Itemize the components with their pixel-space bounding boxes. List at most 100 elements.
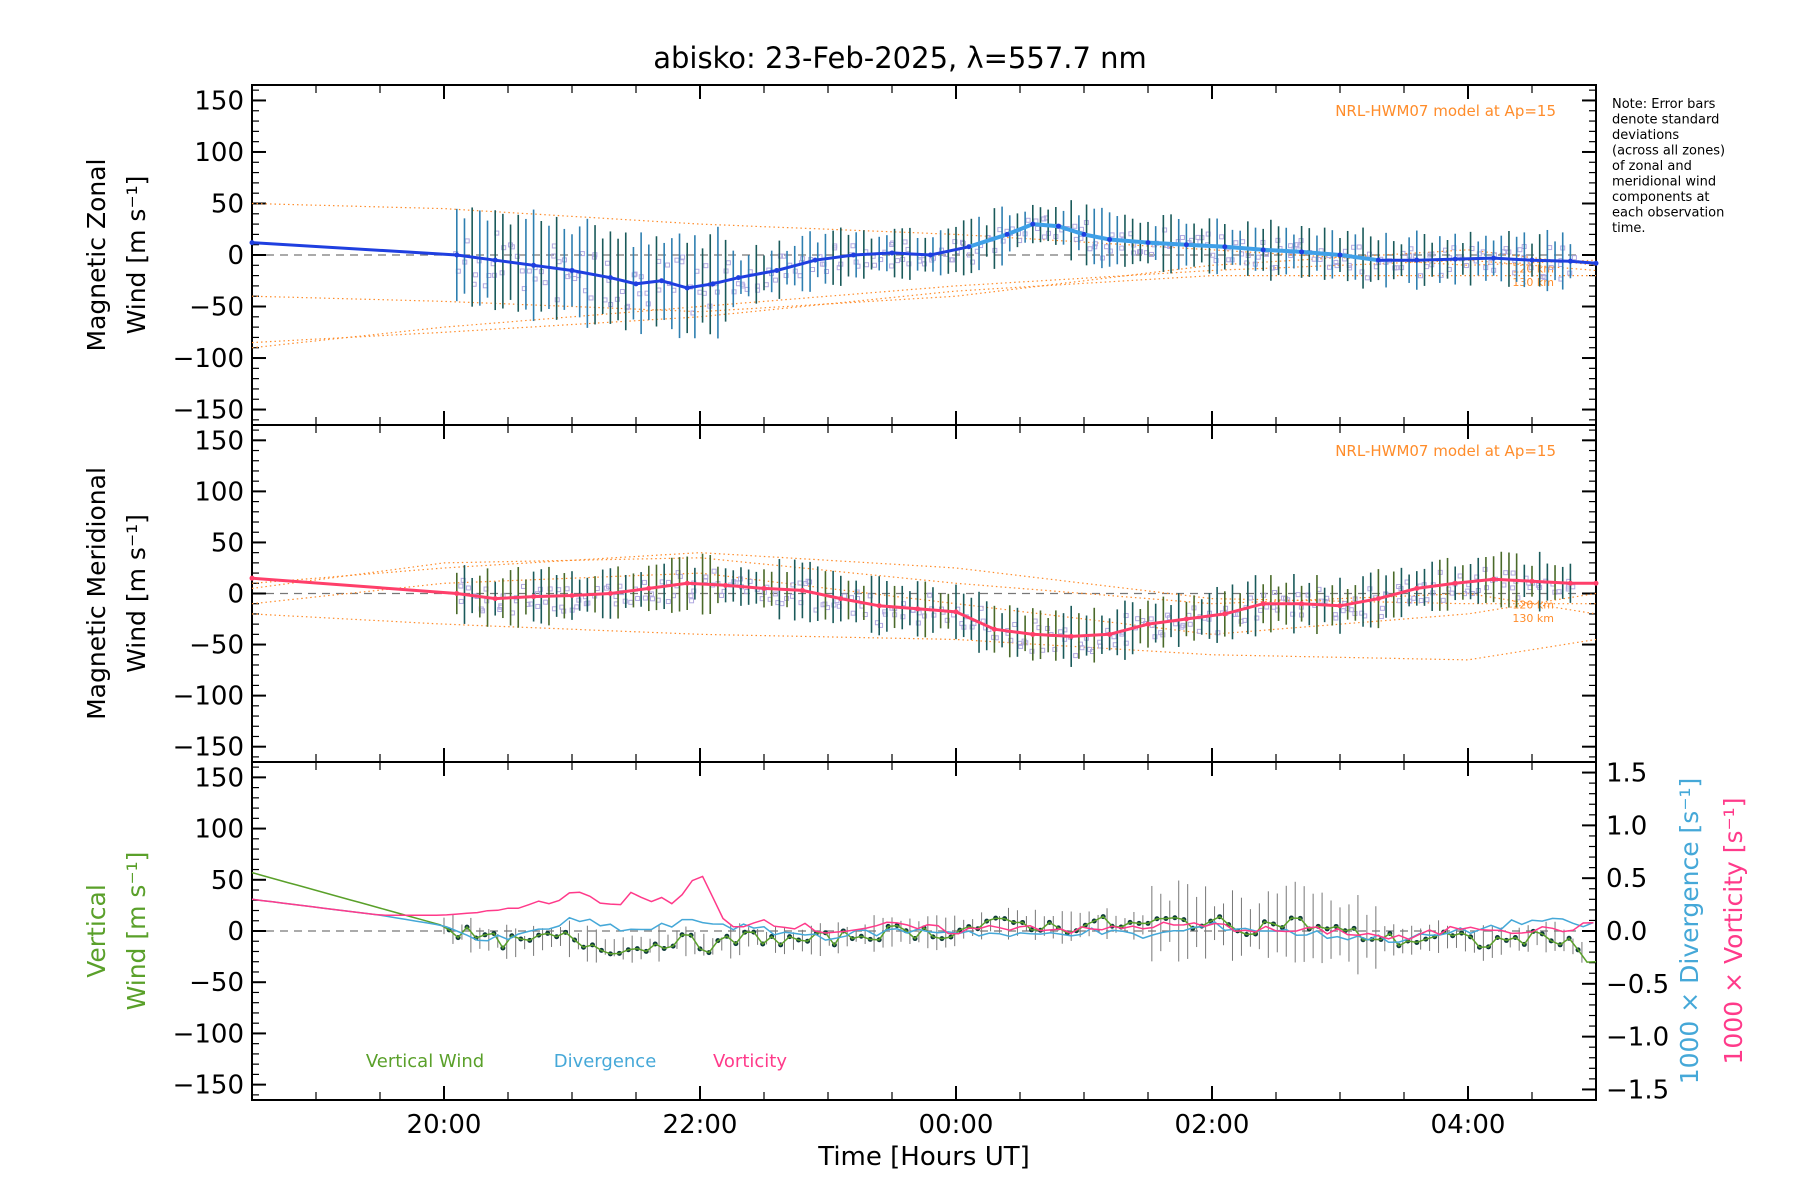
wind-point bbox=[1337, 603, 1343, 609]
y-tick-label: 50 bbox=[211, 866, 244, 896]
wind-point bbox=[1183, 616, 1189, 622]
sample-point bbox=[594, 586, 600, 592]
sample-point bbox=[1233, 240, 1239, 246]
wind-point bbox=[684, 580, 690, 586]
sample-point bbox=[772, 591, 778, 597]
sample-point bbox=[1510, 585, 1516, 591]
wind-point bbox=[454, 252, 460, 258]
sample-point bbox=[1446, 586, 1452, 592]
x-axis-label: Time [Hours UT] bbox=[817, 1142, 1030, 1172]
sample-point bbox=[810, 267, 816, 273]
sample-point bbox=[559, 604, 565, 610]
sample-point bbox=[1119, 232, 1125, 238]
sample-point bbox=[1032, 618, 1038, 624]
sample-point bbox=[1457, 573, 1463, 579]
chart-title: abisko: 23-Feb-2025, λ=557.7 nm bbox=[653, 41, 1147, 75]
sample-point bbox=[542, 280, 548, 286]
sample-point bbox=[1517, 247, 1523, 253]
sample-point bbox=[1173, 621, 1179, 627]
sample-point bbox=[1332, 612, 1338, 618]
model-curve bbox=[251, 613, 1597, 661]
wind-point bbox=[1081, 231, 1087, 237]
y2-axis-label-line: 1000 × Vorticity [s⁻¹] bbox=[1719, 798, 1748, 1065]
wind-point bbox=[1491, 255, 1497, 261]
y-tick-label: 50 bbox=[211, 528, 244, 558]
sample-point bbox=[991, 634, 997, 640]
wind-point bbox=[799, 587, 805, 593]
sample-point bbox=[688, 593, 694, 599]
sample-point bbox=[602, 297, 608, 303]
sample-point bbox=[526, 268, 532, 274]
meridional-wind-line bbox=[251, 576, 1596, 638]
y-tick-label: −100 bbox=[173, 682, 244, 712]
wind-point bbox=[492, 257, 498, 263]
wind-point bbox=[761, 585, 767, 591]
wind-point bbox=[1414, 257, 1420, 263]
model-curve bbox=[251, 259, 1597, 349]
sample-point bbox=[677, 573, 683, 579]
sample-point bbox=[921, 261, 927, 267]
sample-point bbox=[635, 595, 641, 601]
wind-point bbox=[991, 626, 997, 632]
sample-point bbox=[619, 289, 625, 295]
sample-point bbox=[773, 277, 779, 283]
note-line: components at bbox=[1612, 190, 1710, 205]
wind-point bbox=[953, 609, 959, 615]
sample-point bbox=[1379, 605, 1385, 611]
sample-point bbox=[960, 239, 966, 245]
sample-point bbox=[576, 273, 582, 279]
sample-point bbox=[1073, 653, 1079, 659]
sample-point bbox=[1000, 238, 1006, 244]
wind-point bbox=[1452, 580, 1458, 586]
sample-point bbox=[1540, 274, 1546, 280]
y2-tick-label: 0.0 bbox=[1606, 917, 1647, 947]
sample-point bbox=[576, 597, 582, 603]
sample-point bbox=[725, 260, 731, 266]
sample-point bbox=[1503, 246, 1509, 252]
sample-point bbox=[574, 604, 580, 610]
wind-point bbox=[1414, 585, 1420, 591]
sample-point bbox=[1333, 615, 1339, 621]
wind-point bbox=[1593, 260, 1599, 266]
sample-point bbox=[783, 273, 789, 279]
sample-point bbox=[797, 273, 803, 279]
y-tick-label: 100 bbox=[194, 138, 244, 168]
wind-point bbox=[838, 596, 844, 602]
sample-point bbox=[1240, 239, 1246, 245]
y-tick-label: 50 bbox=[211, 189, 244, 219]
sample-point bbox=[854, 589, 860, 595]
sample-point bbox=[703, 263, 709, 269]
sample-point bbox=[997, 227, 1003, 233]
sample-point bbox=[1340, 608, 1346, 614]
sample-point bbox=[777, 253, 783, 259]
sample-point bbox=[564, 586, 570, 592]
sample-point bbox=[464, 238, 470, 244]
sample-point bbox=[537, 586, 543, 592]
sample-point bbox=[1035, 225, 1041, 231]
y-axis-label-line: Vertical bbox=[82, 884, 111, 978]
sample-point bbox=[952, 239, 958, 245]
note-line: (across all zones) bbox=[1612, 144, 1725, 159]
sample-point bbox=[1179, 235, 1185, 241]
x-tick-label: 02:00 bbox=[1175, 1110, 1250, 1140]
wind-point bbox=[1030, 631, 1036, 637]
wind-point bbox=[646, 585, 652, 591]
wind-point bbox=[1567, 580, 1573, 586]
wind-point bbox=[1452, 256, 1458, 262]
sample-point bbox=[1449, 590, 1455, 596]
sample-point bbox=[1571, 255, 1577, 261]
sample-point bbox=[1052, 646, 1058, 652]
sample-point bbox=[1012, 621, 1018, 627]
sample-point bbox=[1394, 265, 1400, 271]
sample-point bbox=[666, 579, 672, 585]
sample-point bbox=[944, 617, 950, 623]
y2-axis-label-line: 1000 × Divergence [s⁻¹] bbox=[1675, 778, 1704, 1085]
vertical-wind-line bbox=[251, 871, 1597, 963]
wind-point bbox=[889, 250, 895, 256]
sample-point bbox=[1244, 260, 1250, 266]
note-line: deviations bbox=[1612, 128, 1679, 143]
wind-point bbox=[1260, 247, 1266, 253]
sample-point bbox=[1510, 570, 1516, 576]
x-tick-label: 20:00 bbox=[407, 1110, 482, 1140]
